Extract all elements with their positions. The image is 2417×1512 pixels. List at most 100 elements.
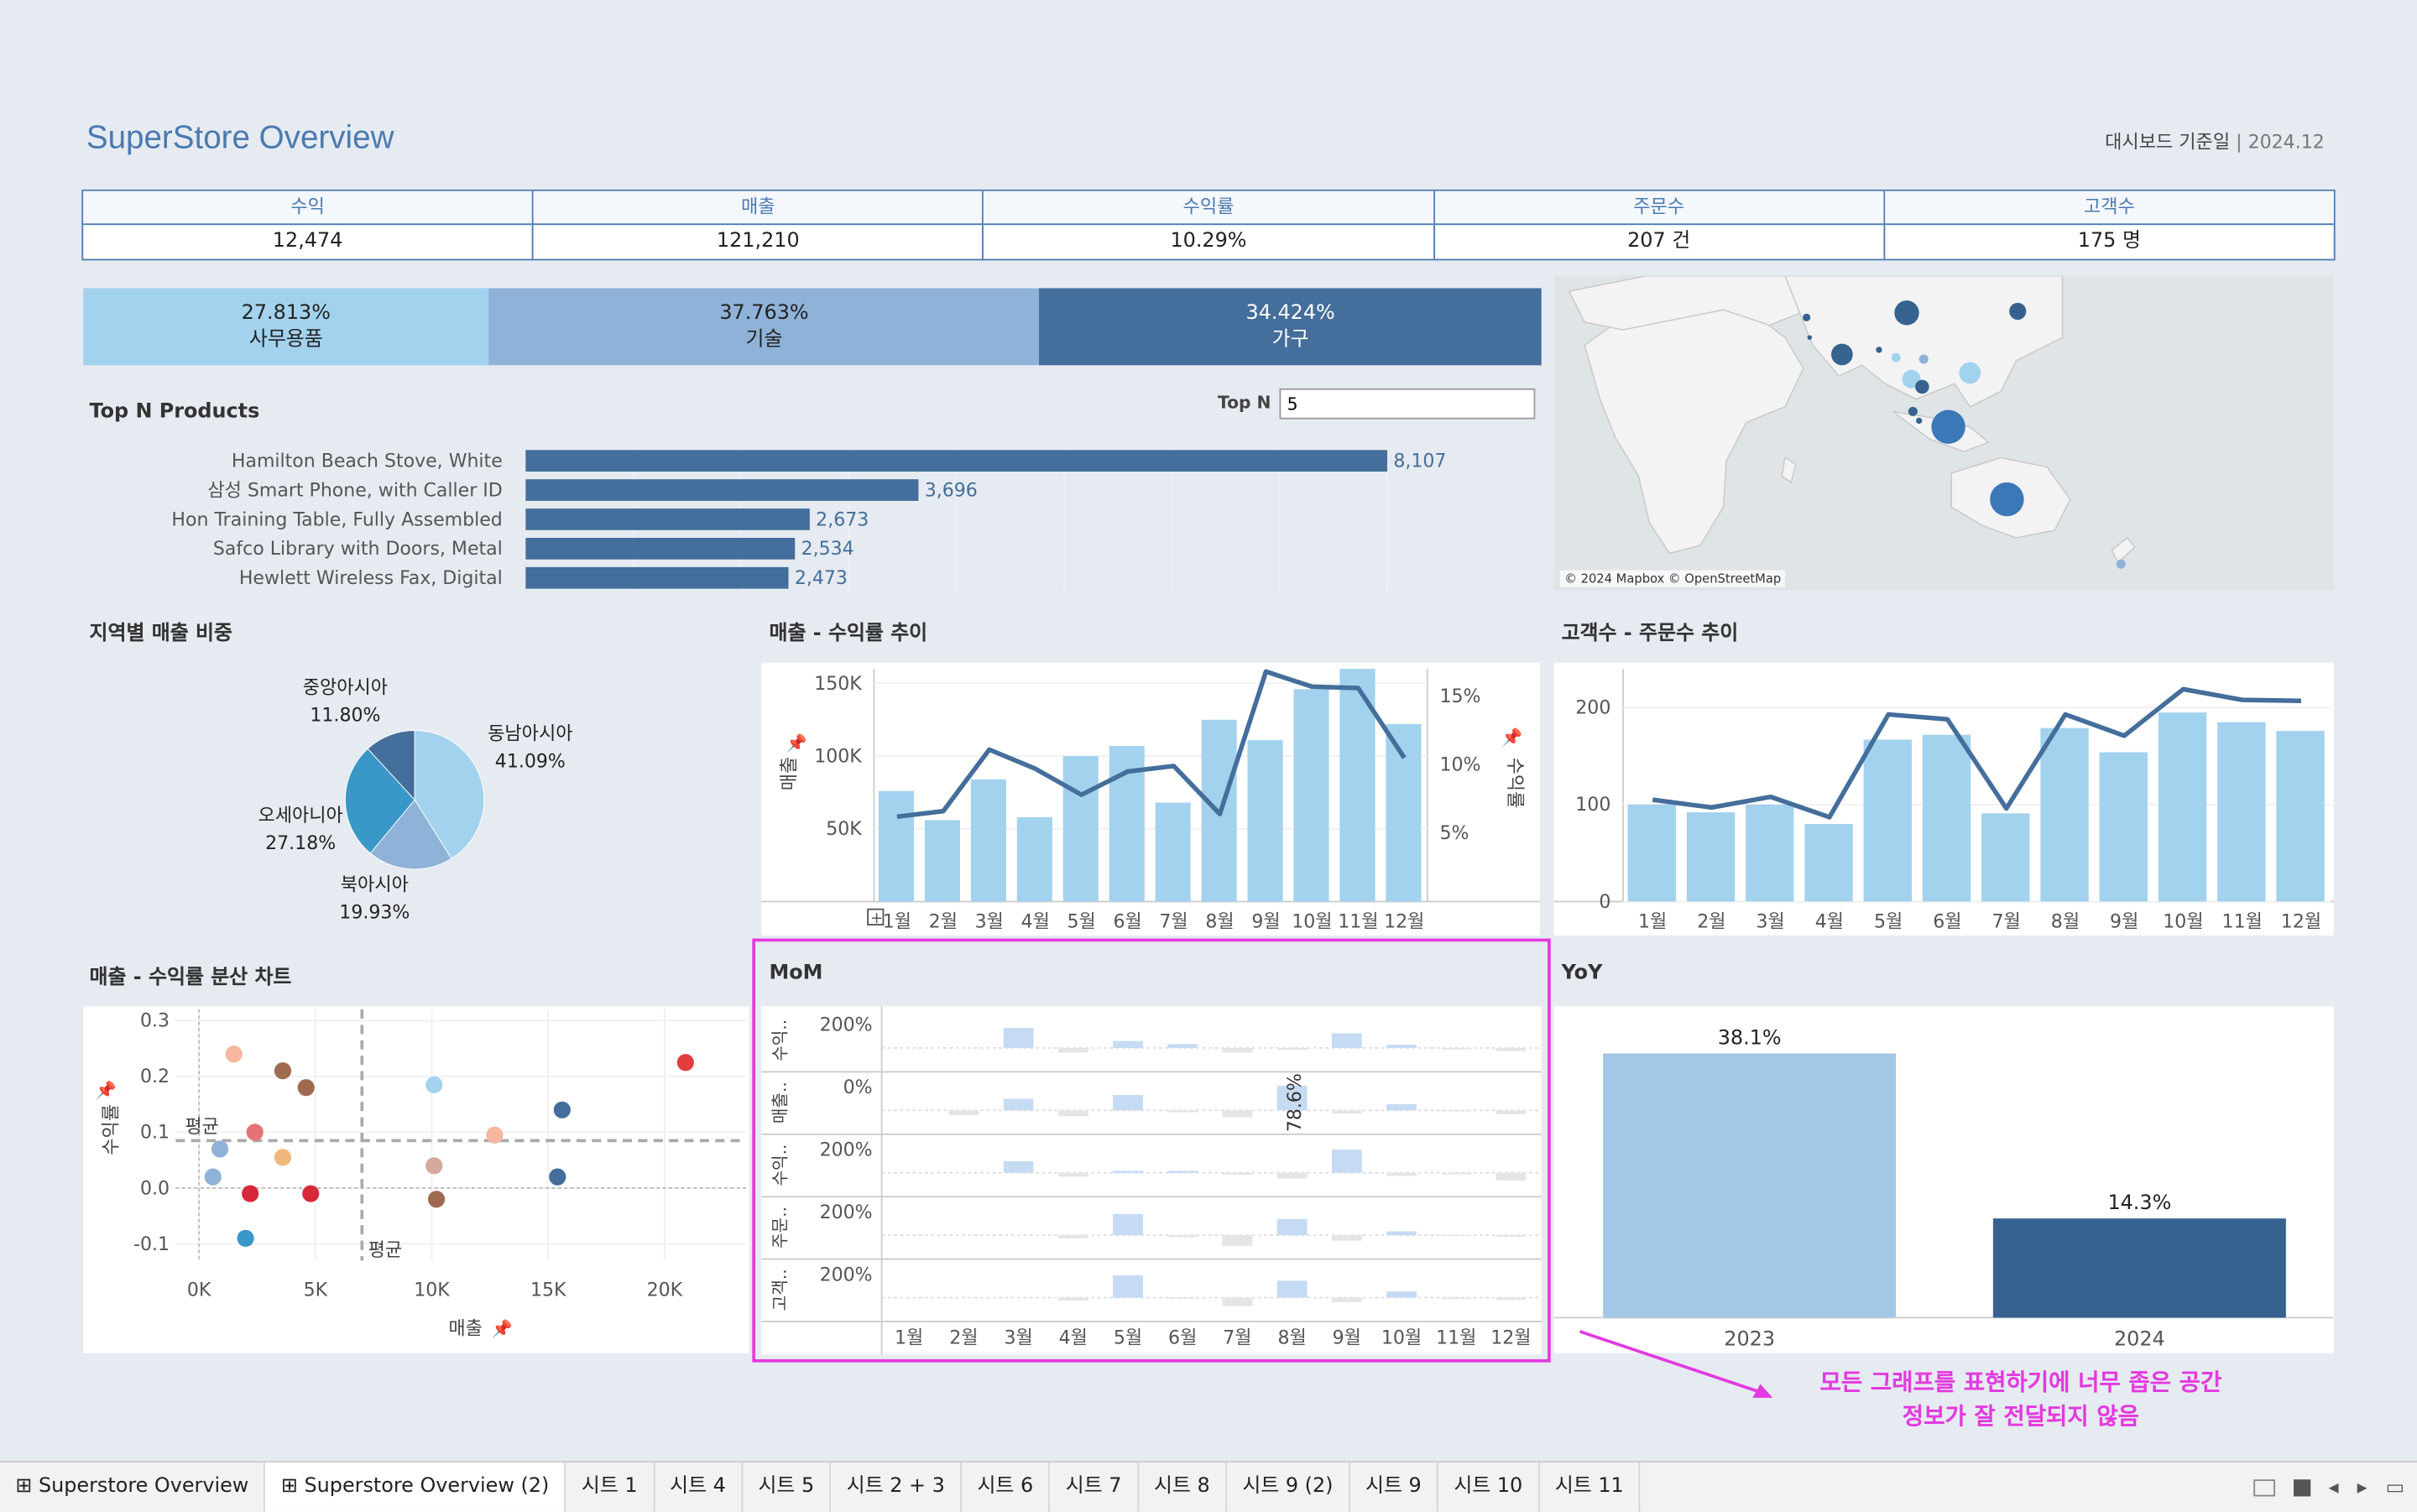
mom-bar	[1496, 1235, 1527, 1237]
map-marker[interactable]	[1915, 379, 1929, 394]
x-tick-label: 8월	[1277, 1328, 1306, 1349]
pie-slice-pct: 41.09%	[495, 752, 566, 773]
x-tick-label: 11월	[1436, 1328, 1476, 1349]
tabs-view-icon[interactable]	[2293, 1478, 2310, 1496]
product-label: Hamilton Beach Stove, White	[232, 451, 503, 472]
kpi-label: 수익	[83, 190, 533, 226]
map-marker[interactable]	[1891, 352, 1901, 362]
tab-sheet[interactable]: 시트 6	[962, 1462, 1051, 1512]
callout-line-1: 모든 그래프를 표현하기에 너무 좁은 공간	[1819, 1368, 2222, 1397]
category-name: 기술	[745, 328, 783, 352]
tab-sheet[interactable]: 시트 2 + 3	[831, 1462, 963, 1512]
category-segment-furniture[interactable]: 34.424% 가구	[1039, 288, 1542, 366]
tab-sheet[interactable]: 시트 9 (2)	[1227, 1462, 1350, 1512]
tab-superstore-overview[interactable]: ⊞ Superstore Overview	[0, 1462, 266, 1512]
tab-sheet[interactable]: 시트 4	[655, 1462, 744, 1512]
pie-title: 지역별 매출 비중	[89, 623, 232, 646]
x-tick-label: 5월	[1114, 1328, 1142, 1349]
map-marker[interactable]	[2116, 559, 2126, 569]
customer-order-trend-chart: 0 100 200 1월 2월 3월 4월 5월 6월 7월 8월 9월 10월 11월 12월	[1553, 662, 2334, 936]
product-label: Hewlett Wireless Fax, Digital	[239, 568, 503, 589]
map-marker[interactable]	[1908, 406, 1918, 416]
tab-sheet[interactable]: 시트 5	[743, 1462, 832, 1512]
x-tick-label: 2024	[2114, 1327, 2165, 1350]
mom-bar	[1222, 1172, 1253, 1176]
map-marker[interactable]	[2009, 302, 2027, 321]
kpi-margin[interactable]: 수익률 10.29%	[984, 190, 1435, 259]
product-value-label: 2,673	[816, 509, 869, 530]
tab-sheet[interactable]: 시트 9	[1350, 1462, 1438, 1512]
region-map[interactable]: © 2024 Mapbox © OpenStreetMap	[1553, 275, 2334, 591]
next-tab-icon[interactable]: ▸	[2357, 1475, 2367, 1499]
sheet-tabs: ⊞ Superstore Overview ⊞ Superstore Overv…	[0, 1461, 2417, 1512]
presentation-icon[interactable]: ▭	[2385, 1475, 2405, 1499]
mom-bar	[1331, 1033, 1362, 1048]
product-value-label: 2,534	[801, 539, 854, 560]
scatter-point	[425, 1076, 443, 1093]
yoy-bar	[1603, 1053, 1897, 1318]
kpi-orders[interactable]: 주문수 207 건	[1434, 190, 1885, 259]
product-label: Hon Training Table, Fully Assembled	[171, 509, 502, 530]
pie-slice-pct: 27.18%	[265, 833, 336, 854]
customer-bar	[2158, 712, 2207, 902]
tab-sheet[interactable]: 시트 1	[566, 1462, 655, 1512]
map-marker[interactable]	[1916, 417, 1923, 425]
top-n-input[interactable]	[1279, 388, 1536, 420]
map-marker[interactable]	[1876, 347, 1882, 353]
category-segment-tech[interactable]: 37.763% 기술	[488, 288, 1040, 366]
mom-bar	[1167, 1235, 1198, 1238]
prev-tab-icon[interactable]: ◂	[2328, 1475, 2339, 1499]
mom-bar	[1496, 1172, 1527, 1181]
yoy-value-label: 38.1%	[1718, 1025, 1782, 1049]
pie-slice	[369, 799, 452, 870]
mom-bar	[1331, 1110, 1362, 1114]
filmstrip-icon[interactable]	[2253, 1478, 2275, 1496]
mom-bar	[1113, 1094, 1143, 1111]
kpi-customers[interactable]: 고객수 175 명	[1884, 190, 2334, 259]
mom-bar	[1057, 1297, 1088, 1301]
map-marker[interactable]	[1990, 482, 2024, 517]
mom-bar	[1057, 1047, 1088, 1053]
map-marker[interactable]	[1918, 354, 1929, 364]
kpi-profit[interactable]: 수익 12,474	[83, 190, 534, 259]
y2-tick-label: 15%	[1439, 686, 1480, 707]
mom-bar	[1167, 1297, 1198, 1299]
top-products-chart: Hamilton Beach Stove, White 8,107 삼성 Smart…	[171, 446, 1446, 592]
customer-bar	[1686, 812, 1736, 902]
map-marker[interactable]	[1931, 409, 1965, 444]
customer-bar	[1863, 739, 1912, 902]
sales-bar	[1293, 689, 1329, 902]
tab-superstore-overview-2[interactable]: ⊞ Superstore Overview (2)	[265, 1462, 566, 1512]
map-attribution: © 2024 Mapbox © OpenStreetMap	[1559, 570, 1786, 587]
sales-bar	[1247, 740, 1283, 902]
x-tick-label: 2월	[929, 912, 958, 933]
yoy-title: YoY	[1561, 962, 1603, 985]
x-tick-label: 4월	[1059, 1328, 1088, 1349]
category-share-bar: 27.813% 사무용품 37.763% 기술 34.424% 가구	[83, 288, 1542, 366]
map-marker[interactable]	[1807, 335, 1813, 340]
scatter-point	[211, 1140, 229, 1158]
tab-sheet[interactable]: 시트 7	[1050, 1462, 1139, 1512]
mom-row-label: 고객..	[770, 1269, 791, 1311]
mom-bar	[1331, 1235, 1362, 1241]
tab-label: Superstore Overview	[38, 1474, 249, 1499]
tab-sheet[interactable]: 시트 8	[1139, 1462, 1227, 1512]
x-tick-label: 0K	[187, 1280, 211, 1301]
category-segment-office[interactable]: 27.813% 사무용품	[83, 288, 489, 366]
map-marker[interactable]	[1894, 300, 1919, 326]
mom-bar	[1113, 1170, 1143, 1173]
map-marker[interactable]	[1803, 313, 1811, 321]
scatter-point	[302, 1185, 320, 1202]
sales-bar	[1062, 756, 1099, 902]
tab-sheet[interactable]: 시트 10	[1438, 1462, 1540, 1512]
mom-bar	[1222, 1047, 1253, 1053]
map-marker[interactable]	[1830, 343, 1853, 366]
tab-sheet[interactable]: 시트 11	[1539, 1462, 1641, 1512]
y2-axis-title: 수익률	[1504, 758, 1525, 809]
sales-bar	[970, 779, 1006, 902]
x-tick-label: 7월	[1223, 1328, 1251, 1349]
mom-row-tick: 200%	[820, 1015, 873, 1036]
mom-bar	[1441, 1110, 1472, 1112]
kpi-sales[interactable]: 매출 121,210	[533, 190, 984, 259]
map-marker[interactable]	[1959, 362, 1981, 384]
